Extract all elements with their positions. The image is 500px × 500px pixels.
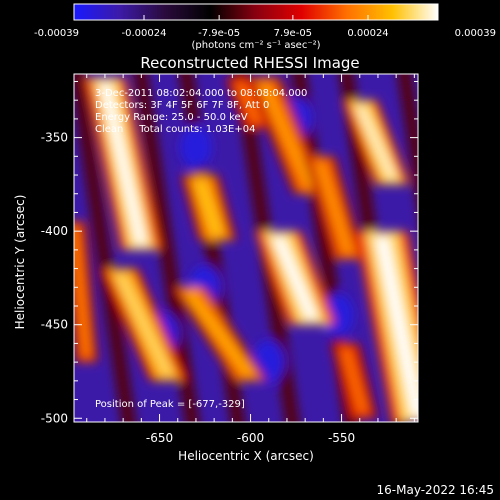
x-tick-labels: -650 -600 -550 [146, 431, 355, 445]
heatmap-streak-core [272, 237, 319, 319]
annotation-clean-counts: Clean Total counts: 1.03E+04 [95, 124, 255, 135]
heatmap-valley [74, 74, 136, 422]
x-tick-label: -600 [237, 431, 264, 445]
colorbar-tick-label: 0.00024 [347, 28, 388, 39]
colorbar-tick-labels: -0.00039 -0.00024 -7.9e-05 7.9e-05 0.00024 0.… [34, 28, 496, 39]
heatmap-streak-core [114, 274, 174, 375]
footer-timestamp: 16-May-2022 16:45 [377, 483, 494, 497]
heatmap-streak-core [355, 106, 397, 179]
annotation-energy-range: Energy Range: 25.0 - 50.0 keV [95, 112, 248, 123]
heatmap-valley [397, 74, 418, 212]
heatmap-negative-patch [321, 293, 354, 338]
y-tick-label: -450 [41, 318, 68, 332]
annotation-block: 3-Dec-2011 08:02:04.000 to 08:08:04.000 … [95, 88, 307, 410]
heatmap-streak-core [341, 349, 368, 413]
colorbar-unit-label: (photons cm⁻² s⁻¹ asec⁻²) [191, 40, 320, 51]
colorbar-gradient [73, 3, 439, 21]
y-axis-label: Heliocentric Y (arcsec) [13, 195, 27, 330]
colorbar-tick-label: -7.9e-05 [198, 28, 240, 39]
y-tick-label: -400 [41, 224, 68, 238]
x-tick-label: -550 [328, 431, 355, 445]
annotation-peak-position: Position of Peak = [-677,-329] [95, 399, 245, 410]
colorbar-tick-label: 7.9e-05 [274, 28, 312, 39]
heatmap-valley [133, 74, 200, 422]
colorbar-tick-label: 0.00039 [455, 28, 496, 39]
heatmap-streak-core [258, 83, 315, 188]
y-tick-labels: -350 -400 -450 -500 [41, 131, 68, 426]
heatmap-image [74, 74, 418, 422]
heatmap-negative-patch [179, 124, 212, 169]
colorbar-ticks [73, 15, 439, 20]
heatmap-streak-core [375, 237, 418, 416]
x-axis-label: Heliocentric X (arcsec) [178, 449, 314, 463]
heatmap-streak-core [184, 293, 255, 375]
annotation-detectors: Detectors: 3F 4F 5F 6F 7F 8F, Att 0 [95, 100, 269, 111]
colorbar-tick-label: -0.00039 [34, 28, 79, 39]
chart-title: Reconstructed RHESSI Image [140, 54, 359, 72]
plot-area [73, 73, 419, 423]
colorbar: -0.00039 -0.00024 -7.9e-05 7.9e-05 0.00024 0.… [34, 3, 496, 51]
heatmap-streak-core [235, 83, 262, 123]
colorbar-tick-label: -0.00024 [122, 28, 167, 39]
heatmap-streak-core [194, 181, 223, 235]
y-tick-label: -350 [41, 131, 68, 145]
heatmap-streak-core [315, 162, 353, 254]
x-tick-label: -650 [146, 431, 173, 445]
annotation-time-range: 3-Dec-2011 08:02:04.000 to 08:08:04.000 [95, 88, 307, 99]
heatmap-streak-core [99, 83, 147, 244]
axis-ticks [74, 74, 418, 422]
plot-frame [73, 73, 419, 423]
heatmap-streak-core [74, 227, 90, 357]
y-tick-label: -500 [41, 411, 68, 425]
